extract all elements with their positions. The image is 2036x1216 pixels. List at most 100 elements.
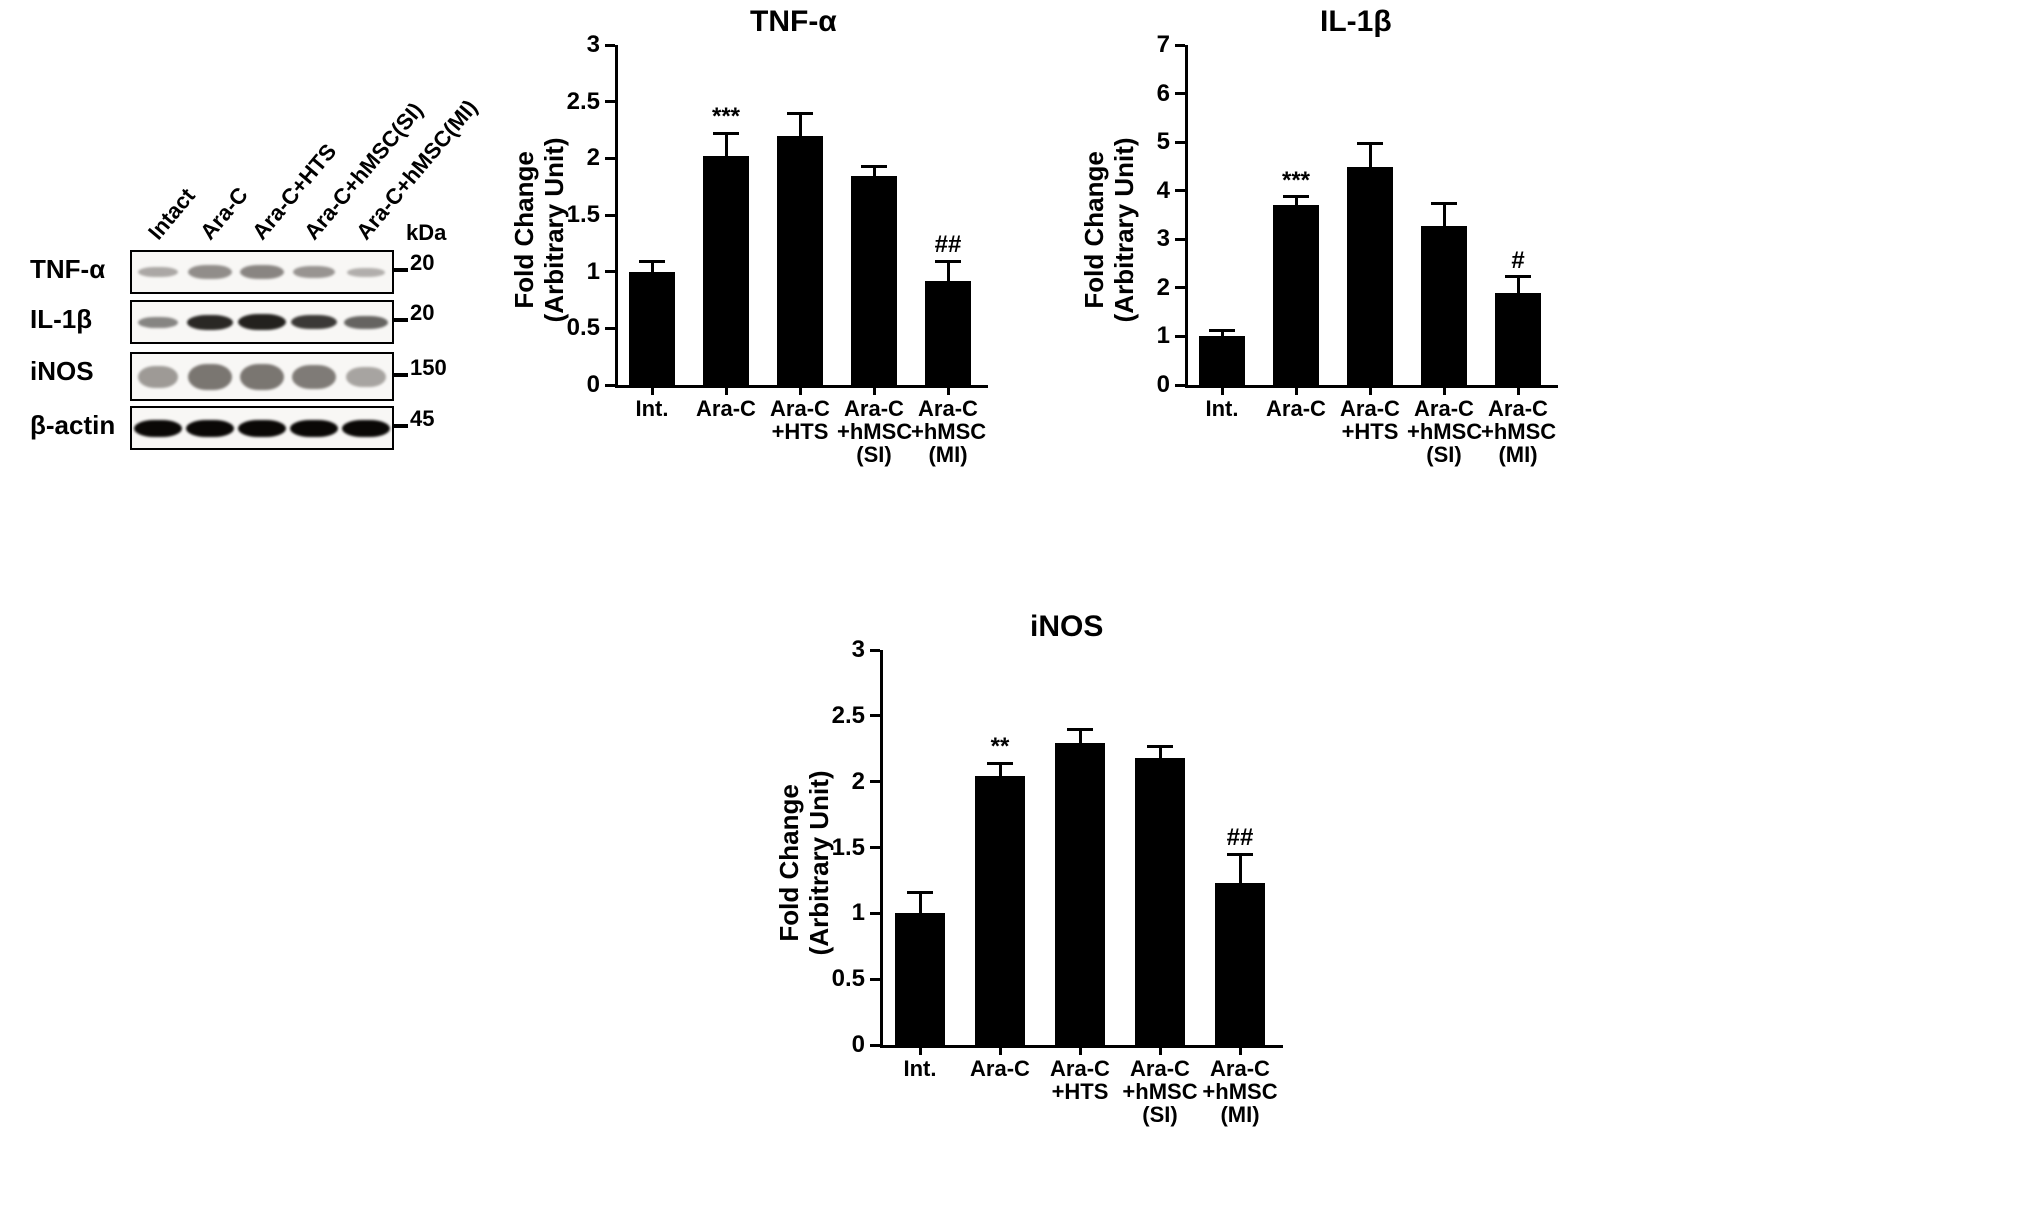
figure-root: IntactAra-CAra-C+HTSAra-C+hMSC(SI)Ara-C+… bbox=[0, 0, 2036, 1216]
significance-label: ## bbox=[1205, 824, 1275, 852]
x-tick-label: Ara-C +HTS bbox=[1333, 397, 1407, 443]
x-tick-label: Ara-C +hMSC (SI) bbox=[837, 397, 911, 466]
bar bbox=[703, 156, 749, 385]
y-tick-label: 1.5 bbox=[550, 201, 600, 229]
gel-band bbox=[138, 267, 178, 277]
y-tick-label: 3 bbox=[1120, 225, 1170, 253]
chart-inos: iNOSFold Change (Arbitrary Unit)00.511.5… bbox=[740, 595, 1310, 1145]
y-tick-label: 5 bbox=[1120, 128, 1170, 156]
y-tick bbox=[870, 846, 880, 849]
x-tick-label: Ara-C +hMSC (MI) bbox=[1481, 397, 1555, 466]
y-tick bbox=[870, 780, 880, 783]
y-tick bbox=[605, 157, 615, 160]
y-tick-label: 7 bbox=[1120, 31, 1170, 59]
blot-row-label: β-actin bbox=[30, 410, 115, 441]
x-tick-label: Ara-C bbox=[1259, 397, 1333, 420]
error-bar-cap bbox=[907, 891, 933, 894]
error-bar-cap bbox=[1067, 728, 1093, 731]
gel-band bbox=[344, 316, 388, 329]
x-tick bbox=[1517, 385, 1520, 395]
x-tick bbox=[999, 1045, 1002, 1055]
bar bbox=[975, 776, 1025, 1045]
blot-row-label: IL-1β bbox=[30, 304, 92, 335]
x-tick bbox=[725, 385, 728, 395]
gel-image bbox=[130, 250, 394, 294]
y-tick bbox=[1175, 335, 1185, 338]
x-tick bbox=[1443, 385, 1446, 395]
gel-band bbox=[188, 265, 232, 279]
error-bar-cap bbox=[861, 165, 887, 168]
x-tick bbox=[1159, 1045, 1162, 1055]
x-tick bbox=[799, 385, 802, 395]
kda-tick bbox=[394, 424, 408, 428]
gel-band bbox=[138, 317, 178, 328]
y-tick-label: 6 bbox=[1120, 80, 1170, 108]
bar bbox=[1495, 293, 1541, 385]
kda-tick bbox=[394, 318, 408, 322]
chart-title: iNOS bbox=[1030, 610, 1103, 644]
kda-value: 150 bbox=[410, 355, 447, 381]
y-tick-label: 2 bbox=[815, 768, 865, 796]
significance-label: # bbox=[1483, 247, 1553, 275]
y-tick bbox=[1175, 238, 1185, 241]
y-tick-label: 2.5 bbox=[550, 88, 600, 116]
y-tick bbox=[605, 270, 615, 273]
kda-tick bbox=[394, 373, 408, 377]
x-tick-label: Int. bbox=[1185, 397, 1259, 420]
kda-value: 45 bbox=[410, 406, 434, 432]
lane-label: Ara-C bbox=[195, 182, 253, 245]
bar bbox=[851, 176, 897, 385]
bar bbox=[777, 136, 823, 385]
gel-band bbox=[290, 420, 338, 437]
gel-image bbox=[130, 352, 394, 401]
kda-tick bbox=[394, 268, 408, 272]
error-bar-cap bbox=[1283, 195, 1309, 198]
y-tick bbox=[605, 384, 615, 387]
x-tick-label: Int. bbox=[880, 1057, 960, 1080]
error-bar-cap bbox=[1147, 745, 1173, 748]
bar bbox=[1055, 743, 1105, 1045]
y-tick-label: 3 bbox=[550, 31, 600, 59]
bar bbox=[1199, 336, 1245, 385]
gel-band bbox=[188, 364, 232, 390]
gel-band bbox=[134, 420, 182, 437]
y-tick-label: 0 bbox=[550, 371, 600, 399]
bar bbox=[1135, 758, 1185, 1045]
gel-image bbox=[130, 406, 394, 450]
error-bar-line bbox=[919, 892, 922, 913]
gel-band bbox=[240, 364, 284, 390]
error-bar-cap bbox=[1357, 142, 1383, 145]
blot-row-label: TNF-α bbox=[30, 254, 105, 285]
blot-row-label: iNOS bbox=[30, 356, 94, 387]
y-tick bbox=[605, 214, 615, 217]
y-tick-label: 0 bbox=[1120, 371, 1170, 399]
y-tick bbox=[870, 1044, 880, 1047]
error-bar-cap bbox=[787, 112, 813, 115]
x-tick-label: Ara-C +hMSC (SI) bbox=[1120, 1057, 1200, 1126]
error-bar-line bbox=[799, 113, 802, 136]
y-tick bbox=[605, 100, 615, 103]
x-tick bbox=[1369, 385, 1372, 395]
x-tick bbox=[919, 1045, 922, 1055]
significance-label: ## bbox=[913, 231, 983, 259]
error-bar-line bbox=[1239, 854, 1242, 883]
y-tick-label: 0.5 bbox=[815, 965, 865, 993]
error-bar-cap bbox=[1227, 853, 1253, 856]
bar bbox=[1347, 167, 1393, 385]
error-bar-cap bbox=[1505, 275, 1531, 278]
x-tick bbox=[651, 385, 654, 395]
y-tick-label: 2 bbox=[550, 144, 600, 172]
y-tick bbox=[870, 649, 880, 652]
gel-band bbox=[291, 315, 337, 329]
gel-band bbox=[292, 365, 336, 389]
y-tick bbox=[870, 978, 880, 981]
y-tick-label: 0 bbox=[815, 1031, 865, 1059]
y-tick-label: 0.5 bbox=[550, 314, 600, 342]
lane-label: Intact bbox=[143, 183, 201, 245]
significance-label: ** bbox=[965, 733, 1035, 761]
y-tick-label: 1 bbox=[550, 258, 600, 286]
error-bar-line bbox=[1517, 277, 1520, 293]
y-tick bbox=[1175, 141, 1185, 144]
bar bbox=[925, 281, 971, 385]
x-tick-label: Ara-C bbox=[689, 397, 763, 420]
